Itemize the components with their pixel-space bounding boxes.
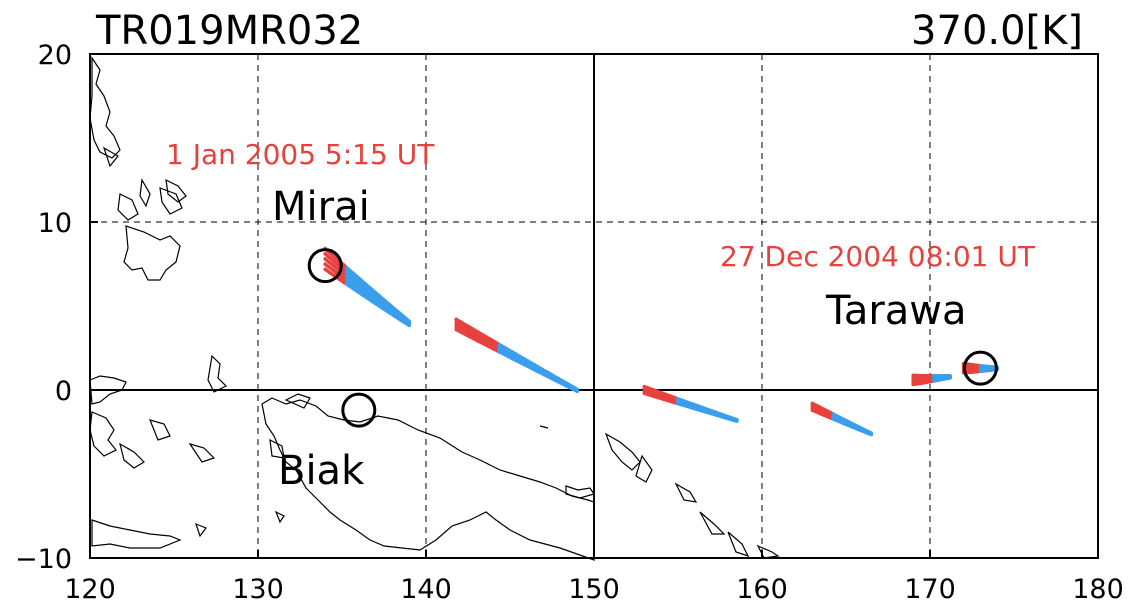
station-circle-biak — [341, 392, 377, 428]
coastline-sulawesi — [89, 411, 171, 469]
x-tick-label: 120 — [64, 574, 116, 605]
trajectory-point — [735, 417, 739, 422]
trajectory-points — [323, 246, 999, 437]
x-tick-label: 180 — [1072, 574, 1124, 605]
coastline-philippines-north — [89, 56, 121, 159]
timestamp-mirai: 1 Jan 2005 5:15 UT — [166, 138, 435, 171]
x-tick-label: 150 — [568, 574, 620, 605]
station-markers — [307, 248, 998, 428]
station-label-tarawa: Tarawa — [825, 288, 967, 334]
trajectory-point — [948, 374, 952, 378]
x-tick-label: 170 — [904, 574, 956, 605]
coastline-philippines-visayas — [102, 146, 183, 221]
coastline-new-guinea — [261, 397, 595, 561]
coastline-layer — [89, 56, 780, 561]
grid-lines — [90, 54, 1098, 558]
station-label-biak: Biak — [278, 448, 365, 494]
station-circle-mirai — [307, 248, 343, 284]
trajectory-point — [407, 319, 412, 324]
y-tick-label: 10 — [38, 208, 72, 239]
coastline-philippines-south — [123, 178, 187, 281]
y-tick-label: −10 — [15, 544, 72, 575]
x-tick-label: 160 — [736, 574, 788, 605]
y-tick-label: 20 — [38, 40, 72, 71]
trajectory-point — [575, 387, 579, 392]
coastline-solomon — [604, 432, 780, 559]
station-label-mirai: Mirai — [272, 184, 370, 230]
x-tick-label: 130 — [232, 574, 284, 605]
timestamp-tarawa: 27 Dec 2004 08:01 UT — [720, 240, 1036, 273]
map-title-right: 370.0[K] — [911, 8, 1083, 54]
trajectory-point — [869, 431, 873, 435]
coastline-islands-right — [539, 425, 595, 499]
station-circle-tarawa — [962, 350, 998, 386]
axis-ticks: 120 130 140 150 160 170 180 −10 0 10 20 — [15, 40, 1124, 605]
x-tick-label: 140 — [400, 574, 452, 605]
coastline-halmahera — [188, 354, 228, 463]
coastline-new-guinea-west — [269, 393, 311, 459]
y-tick-label: 0 — [55, 376, 72, 407]
coastline-islands-sw — [91, 510, 285, 549]
map-title-left: TR019MR032 — [95, 8, 363, 54]
